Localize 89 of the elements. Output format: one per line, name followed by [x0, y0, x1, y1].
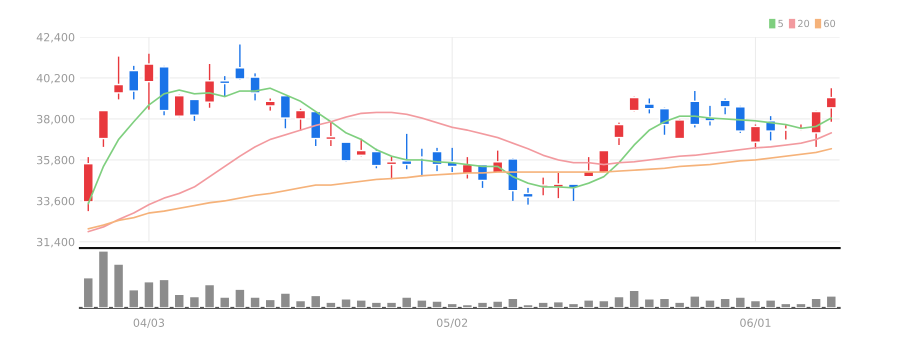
- bar: [431, 300, 443, 308]
- candlestick: [143, 53, 155, 110]
- candlestick: [325, 121, 337, 147]
- bar: [401, 296, 412, 308]
- candlestick: [188, 98, 200, 122]
- candlestick: [340, 142, 352, 162]
- bar: [826, 295, 837, 308]
- candlestick: [750, 124, 762, 150]
- bar: [249, 296, 261, 308]
- y-tick-label: 35,800: [37, 156, 74, 166]
- bar: [552, 300, 564, 308]
- bar: [158, 278, 170, 308]
- candlestick: [628, 96, 640, 112]
- candlestick: [280, 94, 292, 129]
- bar: [82, 277, 94, 308]
- bar: [795, 302, 807, 308]
- bar: [613, 296, 625, 308]
- bar: [356, 299, 367, 308]
- y-tick-label: 31,400: [37, 238, 74, 248]
- candlestick: [826, 88, 837, 122]
- bar: [522, 304, 534, 308]
- candlestick: [386, 156, 398, 180]
- bar: [204, 284, 216, 308]
- bar: [568, 302, 580, 308]
- line-series: [87, 148, 832, 230]
- bar: [325, 302, 337, 308]
- candlestick: [401, 133, 412, 170]
- bar: [492, 300, 504, 308]
- bar: [734, 296, 746, 308]
- bar: [462, 304, 473, 308]
- candlestick: [204, 63, 216, 108]
- x-tick-label: 06/01: [740, 318, 770, 328]
- x-tick-label: 05/02: [436, 318, 468, 328]
- candlestick: [720, 98, 731, 115]
- bar: [598, 300, 610, 308]
- bar: [234, 288, 246, 308]
- y-tick-label: 42,400: [36, 32, 74, 43]
- legend-label: 5: [778, 20, 783, 28]
- bar: [658, 298, 670, 308]
- bar: [386, 302, 398, 308]
- candlestick: [294, 108, 306, 132]
- bar: [143, 281, 155, 308]
- bar: [507, 298, 518, 308]
- bar: [174, 294, 185, 308]
- candlestick: [112, 56, 124, 100]
- bar: [704, 299, 716, 308]
- bar: [810, 298, 822, 308]
- legend-label: 60: [824, 20, 836, 28]
- candlestick: [356, 138, 367, 157]
- y-tick-label: 40,200: [36, 74, 74, 84]
- bar: [310, 294, 322, 308]
- bar: [689, 295, 700, 308]
- bar: [280, 292, 292, 308]
- bar: [188, 296, 200, 308]
- candlestick: [219, 75, 230, 98]
- bar: [98, 250, 110, 308]
- bar: [628, 290, 640, 308]
- x-tick-label: 04/03: [134, 318, 164, 328]
- bar: [370, 302, 382, 308]
- bar: [765, 299, 776, 308]
- candlestick: [234, 44, 246, 81]
- candlestick: [370, 148, 382, 169]
- bar: [446, 302, 458, 308]
- bar: [294, 300, 306, 308]
- bar: [112, 263, 124, 308]
- candlestick: [644, 98, 655, 114]
- y-tick-label: 38,000: [37, 114, 74, 124]
- bar: [720, 298, 731, 308]
- line-series: [87, 112, 832, 232]
- bar: [128, 289, 140, 308]
- candlestick: [689, 90, 700, 128]
- bar: [476, 302, 488, 308]
- bar: [538, 302, 549, 308]
- bar: [219, 296, 230, 308]
- candlestick: [174, 94, 185, 118]
- legend-label: 20: [798, 20, 810, 28]
- candlestick: [613, 122, 625, 146]
- bar: [780, 302, 792, 308]
- y-tick-label: 33,600: [37, 196, 74, 206]
- bar: [416, 299, 428, 308]
- candlestick: [264, 98, 276, 112]
- bar: [340, 298, 352, 308]
- candlestick: [128, 65, 140, 100]
- bar: [644, 298, 655, 308]
- bar: [583, 299, 594, 308]
- candlestick: [522, 187, 534, 206]
- bar: [264, 298, 276, 308]
- bar: [750, 300, 762, 308]
- bar: [674, 302, 686, 308]
